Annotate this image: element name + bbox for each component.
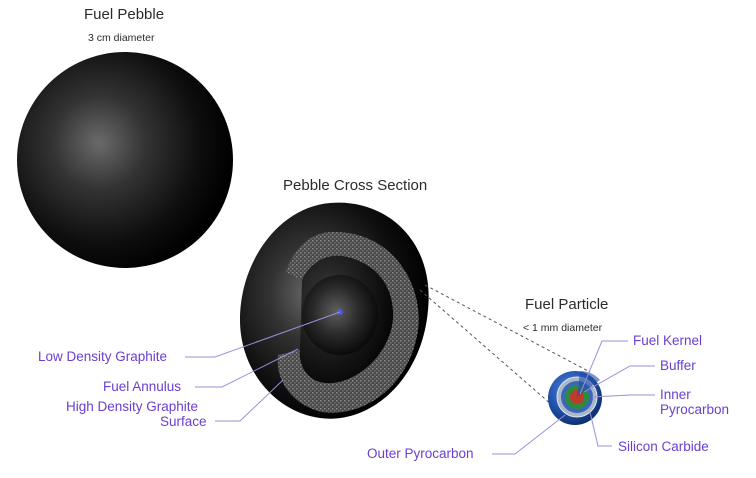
fuel-pebble-diameter: 3 cm diameter (88, 32, 155, 44)
label-low-density-graphite: Low Density Graphite (38, 349, 168, 364)
leader-fuel-annulus (195, 348, 299, 388)
label-outer-pyrocarbon: Outer Pyrocarbon (367, 446, 474, 461)
label-high-density-graphite-line2: Surface (160, 414, 207, 429)
label-fuel-annulus: Fuel Annulus (103, 379, 182, 394)
leader-buffer (583, 365, 655, 393)
fuel-pebble-title: Fuel Pebble (84, 6, 165, 23)
particle-cutaway (577, 371, 600, 397)
zoom-dashed-line-top (424, 284, 591, 373)
fuel-particle-title: Fuel Particle (525, 296, 609, 313)
fuel-annulus-region (277, 231, 419, 413)
particle-leader-lines (492, 340, 655, 455)
label-fuel-kernel: Fuel Kernel (633, 333, 703, 348)
zoom-dashed-line-bottom (419, 289, 561, 413)
leader-high-density-graphite (215, 379, 284, 422)
leader-silicon-carbide (589, 411, 612, 447)
label-high-density-graphite-line1: High Density Graphite (66, 399, 199, 414)
fuel-particle-diameter: < 1 mm diameter (523, 322, 603, 334)
label-buffer: Buffer (660, 358, 696, 373)
fuel-particle (548, 371, 602, 425)
leader-outer-pyrocarbon (492, 414, 566, 455)
cross-section-leader-lines (185, 311, 341, 422)
leader-fuel-kernel (579, 340, 628, 395)
pebble-cross-section (240, 202, 429, 419)
label-inner-pyrocarbon-line1: Inner (660, 387, 691, 402)
cross-section-title: Pebble Cross Section (283, 177, 428, 194)
label-inner-pyrocarbon-line2: Pyrocarbon (660, 402, 730, 417)
leader-inner-pyrocarbon (591, 394, 655, 398)
fuel-pebble-sphere (17, 52, 233, 268)
label-silicon-carbide: Silicon Carbide (618, 439, 709, 454)
leader-low-density-graphite (185, 311, 341, 358)
